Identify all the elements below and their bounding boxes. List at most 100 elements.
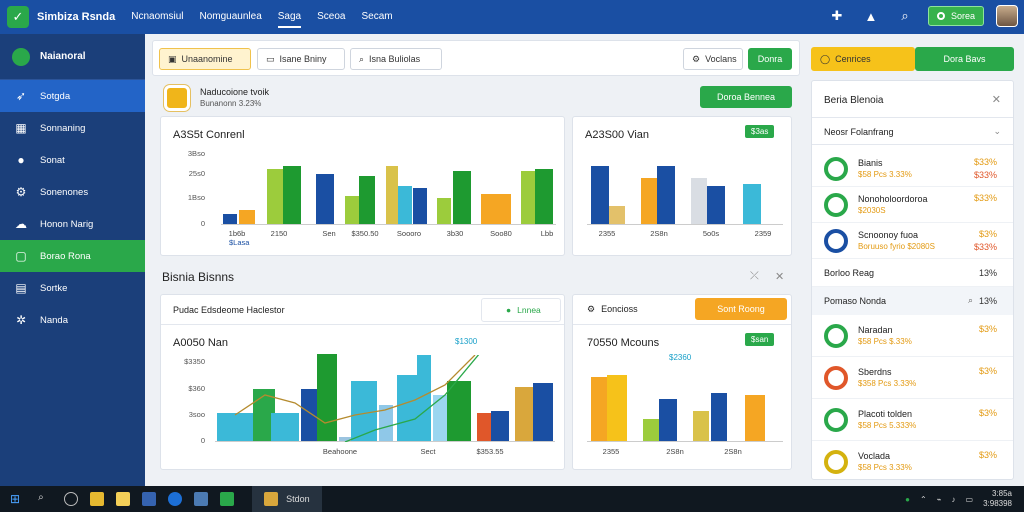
chart-bar xyxy=(398,186,412,224)
volume-icon[interactable]: ♪ xyxy=(951,494,956,504)
chart-bar xyxy=(659,399,677,441)
item-name: Placoti tolden xyxy=(858,409,913,419)
right-green-button[interactable]: Dora Bavs xyxy=(915,47,1014,71)
topnav-item[interactable]: Sceoa xyxy=(317,10,346,22)
sidebar-item-4[interactable]: ☁ Honon Narig xyxy=(0,208,145,240)
chart-bar xyxy=(521,171,535,224)
chart3-header-tag[interactable]: ● Lnnea xyxy=(481,298,561,322)
tab-isane[interactable]: ▭ Isane Bniny xyxy=(257,48,345,70)
sidebar-item-1[interactable]: ▦ Sonnaning xyxy=(0,112,145,144)
voclans-button[interactable]: ⚙ Voclans xyxy=(683,48,743,70)
status-ring-icon xyxy=(824,323,848,348)
shield-icon[interactable]: ● xyxy=(905,494,910,504)
list-item[interactable]: Bianis $58 Pcs 3.33% $33% $33% xyxy=(812,151,1013,187)
y-tick: $360 xyxy=(188,384,205,393)
tab-label: Isane Bniny xyxy=(279,54,327,64)
tab-isna[interactable]: ⌕ Isna Buliolas xyxy=(350,48,442,70)
list-item[interactable]: Naradan $58 Pcs $.33% $3% xyxy=(812,315,1013,357)
store-icon[interactable] xyxy=(194,492,209,506)
item-name: Bianis xyxy=(858,158,883,168)
chart4-plot xyxy=(587,359,783,442)
list-item[interactable]: Scnoonoy fuoa Boruuso fyrio $2080S $3% $33% xyxy=(812,223,1013,259)
chart-bar xyxy=(239,210,255,224)
chart-bar xyxy=(253,389,275,441)
chart-bar xyxy=(223,214,237,224)
topnav-item[interactable]: Secam xyxy=(361,10,393,22)
list-item[interactable]: Voclada $58 Pcs 3.33% $3% xyxy=(812,441,1013,483)
sidebar-item-label: Sortke xyxy=(40,282,68,294)
right-yellow-button[interactable]: ◯ Cenrices xyxy=(811,47,915,71)
search-icon[interactable]: ⌕ xyxy=(38,492,44,503)
taskbar-active-app[interactable]: Stdon xyxy=(252,486,322,512)
sidebar-item-6[interactable]: ▤ Sortke xyxy=(0,272,145,304)
sidebar-item-2[interactable]: ● Sonat xyxy=(0,144,145,176)
chart4-card: ⚙ Eoncioss Sont Roong 70550 Mcouns $2360 … xyxy=(572,294,792,470)
chart4-header-title: ⚙ Eoncioss xyxy=(587,304,638,315)
sidebar-item-0[interactable]: ➶ Sotgda xyxy=(0,80,145,112)
globe-icon xyxy=(12,47,30,66)
topnav-item[interactable]: Nomguaunlea xyxy=(199,10,262,22)
close-icon[interactable]: ✕ xyxy=(991,94,1001,106)
topnav-item[interactable]: Saga xyxy=(277,7,302,28)
search-icon[interactable]: ⌕ xyxy=(901,8,909,23)
app-icon[interactable] xyxy=(142,492,157,506)
x-tick-label: Lbb xyxy=(540,229,554,238)
top-green-button[interactable]: Sorea xyxy=(927,6,984,26)
window-icon: ▢ xyxy=(15,249,27,263)
section-name: Pomaso Nonda xyxy=(824,296,887,306)
chart4-header-button[interactable]: Sont Roong xyxy=(695,298,787,320)
search-icon[interactable]: ⌕ xyxy=(967,295,973,305)
chart3-card: Pudac Edsdeome Haclestor ● Lnnea A0050 Na… xyxy=(160,294,565,470)
chart3-header xyxy=(161,295,564,325)
chart-bar xyxy=(591,166,609,224)
item-sub: $58 Pcs $.33% xyxy=(858,337,912,346)
list-item[interactable]: Nonoholoordoroa $2030S $33% xyxy=(812,187,1013,223)
list-summary-row[interactable]: Borloo Reag 13% xyxy=(812,259,1013,287)
task-view-icon[interactable] xyxy=(64,492,79,506)
clock[interactable]: 3:85a 3:98398 xyxy=(983,489,1012,509)
chart-bar xyxy=(477,413,491,441)
network-icon[interactable]: ⌁ xyxy=(936,494,942,504)
battery-icon[interactable]: ▭ xyxy=(965,494,974,504)
y-tick: 3soo xyxy=(188,410,205,419)
gear-icon: ⚙ xyxy=(15,185,27,199)
media-icon[interactable] xyxy=(220,492,235,506)
chart4-title: 70550 Mcouns xyxy=(587,337,660,349)
item-sub: $358 Pcs 3.33% xyxy=(858,379,917,388)
x-tick-label: 5o0s xyxy=(702,229,720,238)
chart-bar xyxy=(515,387,533,441)
right-panel-filter[interactable]: Neosr Folanfrang ⌄ xyxy=(812,117,1013,145)
item-value: $33% xyxy=(973,193,997,203)
windows-start-icon[interactable]: ⊞ xyxy=(10,492,21,506)
list-section-row[interactable]: Pomaso Nonda ⌕ 13% xyxy=(812,287,1013,315)
file-explorer-icon[interactable] xyxy=(116,492,131,506)
coin-icon xyxy=(164,85,190,111)
status-ring-icon xyxy=(824,449,848,474)
topnav-item[interactable]: Ncnaomsiul xyxy=(131,10,184,22)
chart4-header xyxy=(573,295,791,325)
chevron-up-icon[interactable]: ⌃ xyxy=(919,494,927,504)
donra-button[interactable]: Donra xyxy=(748,48,792,70)
status-ring-icon xyxy=(824,407,848,432)
pin-icon[interactable]: ⤫ xyxy=(750,270,759,282)
close-icon[interactable]: ✕ xyxy=(775,271,785,283)
sidebar-item-3[interactable]: ⚙ Sonenones xyxy=(0,176,145,208)
edge-icon[interactable] xyxy=(168,492,183,506)
folder-icon[interactable] xyxy=(90,492,105,506)
app-logo[interactable]: ✓ xyxy=(7,6,29,28)
sidebar-item-label: Sonat xyxy=(40,154,65,166)
avatar[interactable] xyxy=(996,5,1018,27)
puzzle-icon[interactable]: ✚ xyxy=(831,8,843,23)
sidebar-header[interactable]: Naianoral xyxy=(0,34,145,80)
item-sub: $58 Pcs 3.33% xyxy=(858,170,912,179)
sidebar-item-7[interactable]: ✲ Nanda xyxy=(0,304,145,336)
status-icon xyxy=(936,12,945,20)
chart-icon[interactable]: ▲ xyxy=(864,8,878,24)
list-item[interactable]: Sberdns $358 Pcs 3.33% $3% xyxy=(812,357,1013,399)
sidebar-item-5[interactable]: ▢ Borao Rona xyxy=(0,240,145,272)
list-item[interactable]: Placoti tolden $58 Pcs 5.333% $3% xyxy=(812,399,1013,441)
tab-unaanomine[interactable]: ▣ Unaanomine xyxy=(159,48,251,70)
button-label: Doroa Bennea xyxy=(716,92,776,102)
notice-button[interactable]: Doroa Bennea xyxy=(700,86,792,108)
circle-icon: ● xyxy=(17,153,25,167)
